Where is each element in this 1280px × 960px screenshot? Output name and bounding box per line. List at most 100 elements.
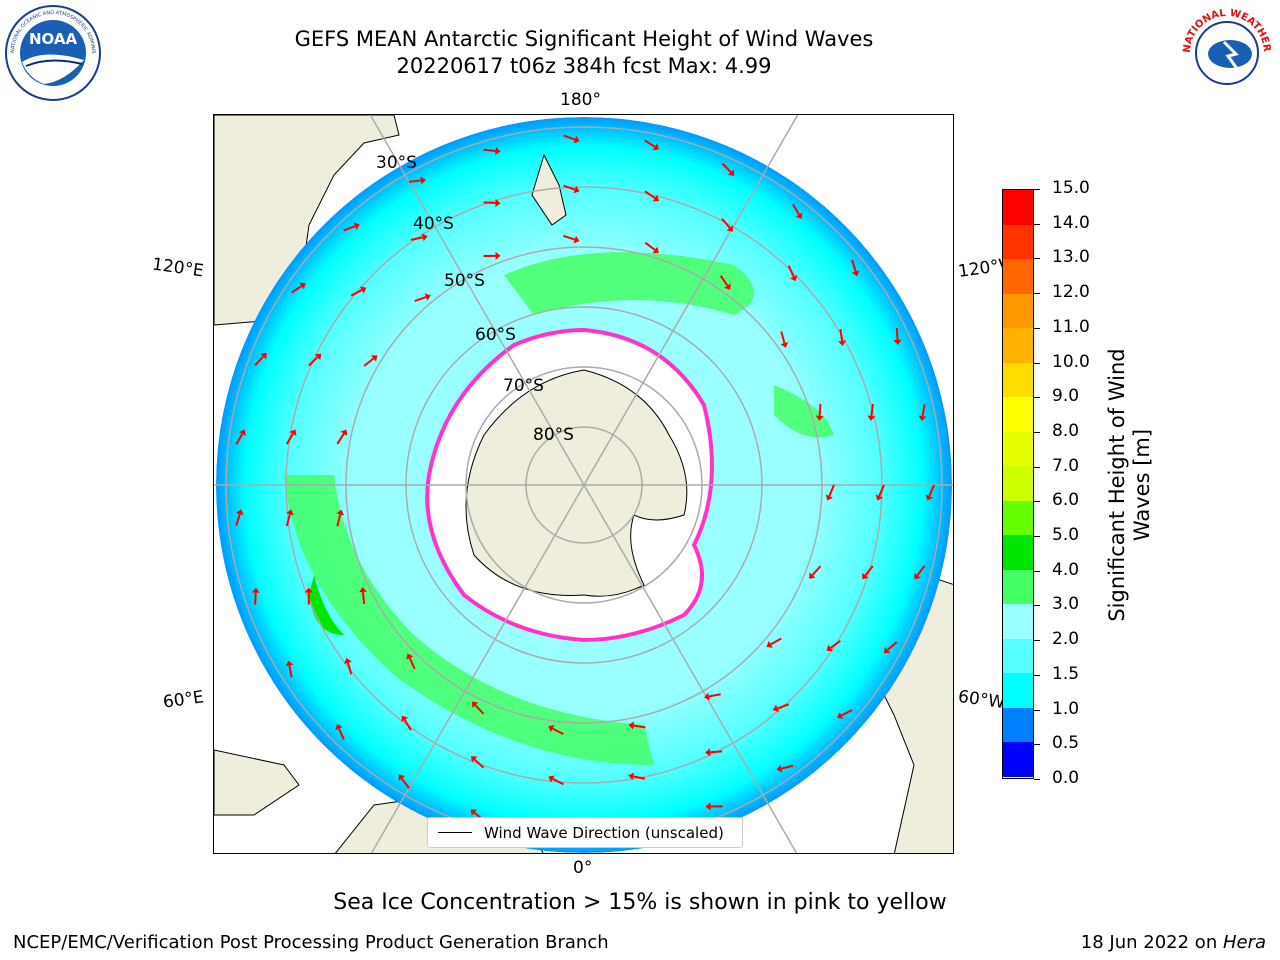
colorbar-tick-mark — [1034, 570, 1040, 572]
colorbar-segment — [1003, 673, 1033, 708]
wave-direction-arrowhead — [336, 509, 345, 516]
lat-label-50s: 50°S — [444, 271, 485, 291]
colorbar-tick-mark — [1034, 362, 1040, 364]
wave-direction-arrowhead — [776, 764, 783, 773]
colorbar-tick-mark — [1034, 189, 1040, 190]
wave-direction-arrowhead — [251, 587, 260, 593]
title-line-2: 20220617 t06z 384h fcst Max: 4.99 — [396, 54, 772, 78]
wave-direction-arrow — [563, 234, 576, 241]
wave-direction-arrowhead — [724, 283, 731, 290]
new-zealand-land — [531, 153, 567, 226]
wave-direction-arrowhead — [299, 282, 306, 290]
wave-direction-arrow — [363, 357, 375, 367]
wave-direction-arrowhead — [705, 802, 711, 811]
wave-direction-arrowhead — [815, 415, 824, 421]
colorbar-tick-label: 15.0 — [1052, 178, 1090, 198]
map-frame — [213, 114, 954, 854]
lon-label-180: 180° — [560, 90, 601, 110]
colorbar-tick-label: 8.0 — [1052, 420, 1080, 441]
wave-direction-arrow — [792, 203, 800, 216]
wave-direction-arrowhead — [420, 176, 426, 185]
wave-direction-arrow — [916, 565, 926, 576]
wave-direction-arrowhead — [652, 194, 660, 202]
wave-direction-arrowhead — [573, 235, 580, 244]
wave-direction-arrowhead — [548, 775, 555, 783]
wave-direction-arrowhead — [704, 692, 710, 701]
wave-direction-arrow — [708, 693, 721, 698]
footer-date: 18 Jun 2022 on Hera — [1080, 932, 1266, 953]
wave-direction-arrowhead — [314, 353, 322, 361]
lat-label-80s: 80°S — [533, 425, 574, 445]
wave-direction-arrow — [474, 758, 485, 769]
wave-direction-arrow — [709, 750, 723, 754]
wave-direction-arrowhead — [809, 572, 816, 579]
colorbar-tick-label: 3.0 — [1052, 594, 1080, 615]
colorbar-tick-mark — [1034, 293, 1040, 295]
lat-label-40s: 40°S — [413, 214, 454, 234]
wave-direction-arrowhead — [867, 415, 876, 421]
nws-logo: NATIONAL WEATHER SERVICE — [1178, 4, 1274, 100]
wave-direction-arrow — [870, 403, 874, 417]
wave-direction-arrowhead — [470, 756, 478, 763]
wave-direction-arrow — [851, 259, 857, 272]
wave-direction-arrow — [770, 637, 782, 646]
wave-direction-arrowhead — [353, 222, 360, 230]
wave-direction-arrowhead — [918, 415, 927, 422]
wave-direction-arrowhead — [470, 809, 477, 816]
wave-direction-arrowhead — [795, 212, 803, 219]
wave-direction-arrowhead — [335, 724, 343, 731]
wave-direction-arrow — [235, 433, 244, 445]
wave-direction-arrow — [787, 265, 795, 278]
wave-direction-arrowhead — [705, 748, 711, 757]
wave-direction-arrow — [483, 201, 496, 205]
wave-direction-arrow — [410, 236, 423, 241]
wave-direction-arrow — [346, 662, 353, 675]
wave-direction-arrowhead — [573, 135, 580, 144]
noaa-logo-text: NOAA — [29, 30, 78, 48]
madagascar-land — [214, 749, 300, 816]
colorbar-segment — [1003, 224, 1033, 260]
wave-direction-arrow — [336, 514, 342, 527]
title-line-1: GEFS MEAN Antarctic Significant Height o… — [294, 27, 874, 51]
wave-direction-arrowhead — [286, 509, 294, 516]
colorbar-tick-mark — [1034, 744, 1040, 746]
wave-direction-arrow — [839, 328, 844, 342]
wave-direction-arrowhead — [495, 199, 501, 208]
lon-label-120e: 120°E — [150, 254, 205, 282]
wave-direction-arrowhead — [360, 286, 367, 294]
wave-direction-arrowhead — [772, 704, 779, 713]
wave-direction-arrow — [235, 513, 241, 526]
wave-direction-arrow — [644, 190, 656, 199]
wave-direction-arrowhead — [914, 573, 921, 580]
colorbar-tick-mark — [1034, 640, 1040, 642]
wave-direction-arrowhead — [471, 701, 479, 708]
colorbar-segment — [1003, 500, 1033, 536]
south-polar-map — [214, 115, 953, 853]
colorbar-tick-mark — [1034, 674, 1040, 676]
wave-direction-arrow — [864, 565, 874, 576]
colorbar-segment — [1003, 569, 1033, 605]
wave-direction-arrowhead — [628, 772, 635, 781]
colorbar-tick-label: 10.0 — [1052, 351, 1090, 372]
wave-direction-arrowhead — [401, 715, 409, 723]
wave-direction-arrowhead — [289, 429, 297, 436]
colorbar-segment — [1003, 190, 1033, 225]
meridian-line — [370, 484, 585, 853]
wave-direction-arrow — [886, 641, 898, 651]
wave-direction-arrowhead — [406, 653, 414, 660]
wave-direction-arrow — [343, 225, 356, 232]
wave-direction-arrowhead — [304, 587, 313, 593]
colorbar-segment — [1003, 362, 1033, 398]
wave-direction-arrowhead — [826, 644, 833, 652]
meridian-line — [583, 484, 798, 853]
colorbar-tick-label: 0.0 — [1052, 768, 1080, 788]
wave-direction-arrow — [552, 727, 564, 736]
meridian-line — [583, 115, 799, 486]
colorbar-tick-mark — [1034, 327, 1040, 329]
wave-direction-arrow — [830, 640, 841, 649]
wave-direction-arrow — [414, 296, 427, 303]
colorbar-segment — [1003, 638, 1033, 674]
wave-direction-arrowhead — [371, 355, 378, 362]
wave-direction-arrow — [780, 331, 786, 344]
colorbar-tick-mark — [1034, 466, 1040, 468]
